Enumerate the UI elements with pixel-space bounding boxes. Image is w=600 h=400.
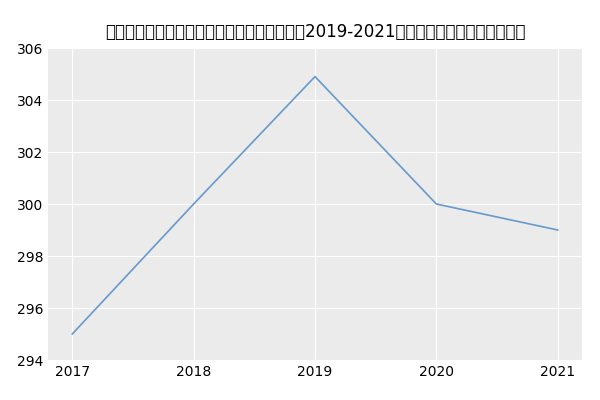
Title: 内蒙古医科大学鄂尔多斯临床医学院外科学（2019-2021历年复试）研究生录取分数线: 内蒙古医科大学鄂尔多斯临床医学院外科学（2019-2021历年复试）研究生录取分… [105, 23, 525, 41]
